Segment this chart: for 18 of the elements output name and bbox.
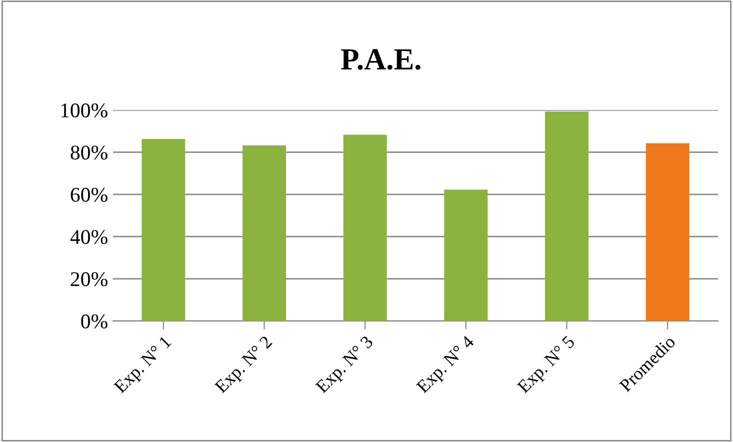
x-tick-label: Exp. N° 3 [314, 335, 376, 396]
x-tick-label: Exp. N° 5 [516, 335, 578, 396]
chart-title: P.A.E. [341, 49, 420, 70]
x-tick-label: Exp. N° 4 [416, 334, 478, 396]
bar [545, 112, 588, 321]
y-tick-label: 20% [70, 272, 108, 286]
y-tick-label: 40% [70, 230, 108, 244]
y-tick-label: 80% [70, 146, 108, 160]
bar [142, 138, 186, 321]
x-tick-label: Exp. N° 1 [113, 335, 174, 396]
y-tick-label: 60% [70, 188, 108, 202]
y-tick-label: 100% [61, 103, 108, 118]
bar [444, 190, 488, 321]
y-tick-label: 0% [81, 314, 108, 328]
bar [242, 145, 286, 321]
bar [343, 134, 387, 321]
x-tick-label: Exp. N° 2 [214, 335, 276, 396]
bar [646, 143, 690, 321]
